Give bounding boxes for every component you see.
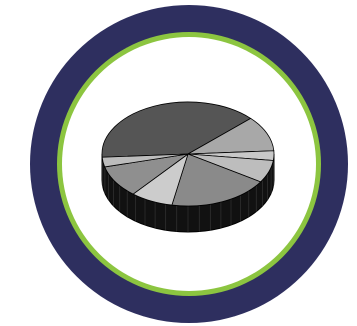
- pie-top: [101, 101, 275, 207]
- pie-side: [101, 153, 275, 233]
- pie-slice-large-dark-slice: [101, 101, 252, 158]
- pie-slice-slice-8: [101, 153, 189, 168]
- pie-chart: [101, 101, 275, 233]
- pie-slice-slice-5: [171, 153, 262, 207]
